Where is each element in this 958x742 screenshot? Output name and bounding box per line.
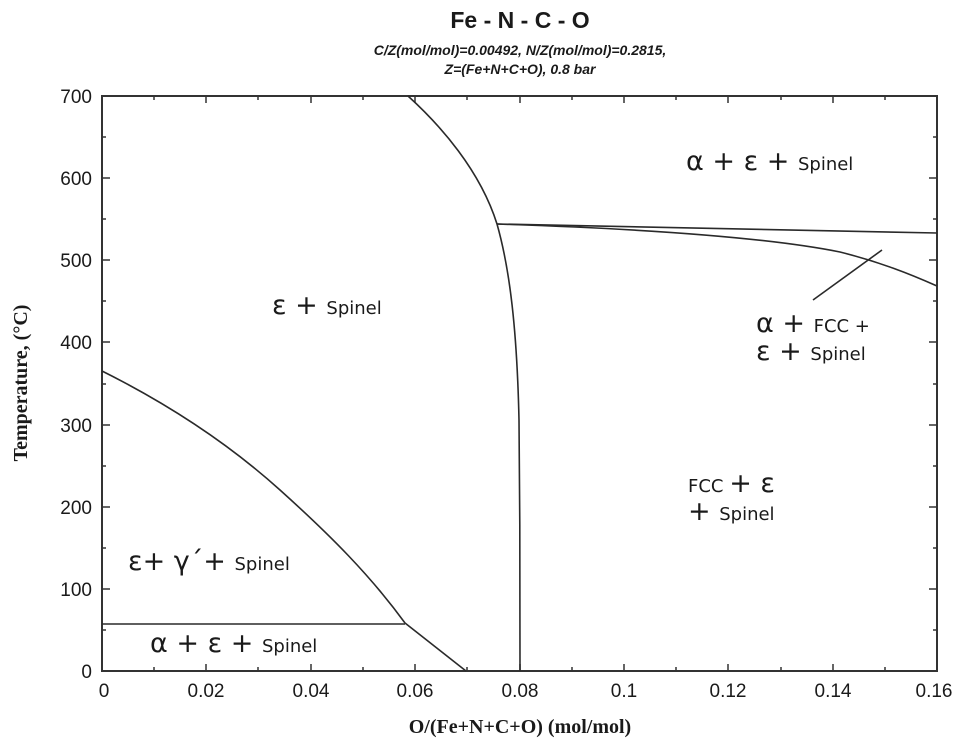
region-eps-spinel: ε + Spinel	[272, 290, 382, 321]
x-axis-ticks	[153, 96, 886, 671]
region-fcc-eps-spinel-line2: + Spinel	[688, 496, 775, 527]
chart-title: Fe - N - C - O	[450, 7, 589, 33]
svg-text:600: 600	[60, 169, 92, 190]
region-fcc-eps-spinel-line1: FCC + ε	[688, 468, 775, 499]
x-axis-label: O/(Fe+N+C+O) (mol/mol)	[409, 716, 631, 738]
y-axis-ticks	[102, 136, 937, 672]
svg-text:0.04: 0.04	[293, 681, 330, 702]
region-alpha-fcc-eps-spinel-line1: α + FCC +	[756, 308, 870, 339]
region-labels: α + ε + Spinel ε + Spinel α + FCC + ε + …	[128, 146, 870, 659]
x-tick-labels: 0 0.02 0.04 0.06 0.08 0.1 0.12 0.14 0.16	[99, 681, 953, 702]
phase-boundaries	[101, 95, 938, 672]
chart-subtitle-line2: Z=(Fe+N+C+O), 0.8 bar	[444, 61, 597, 77]
svg-text:200: 200	[60, 498, 92, 519]
boundary-upper-545	[496, 223, 938, 234]
svg-text:0.1: 0.1	[611, 681, 637, 702]
y-tick-labels: 0 100 200 300 400 500 600 700	[60, 87, 92, 683]
svg-text:300: 300	[60, 416, 92, 437]
svg-text:0: 0	[99, 681, 110, 702]
svg-text:0.02: 0.02	[188, 681, 225, 702]
svg-text:500: 500	[60, 251, 92, 272]
chart-subtitle-line1: C/Z(mol/mol)=0.00492, N/Z(mol/mol)=0.281…	[374, 42, 667, 58]
boundary-spinel-fcc	[407, 95, 521, 672]
region-alpha-fcc-eps-spinel-line2: ε + Spinel	[756, 336, 866, 367]
annotation-leader-line	[812, 249, 883, 301]
boundary-lower-fcc	[496, 223, 938, 287]
svg-text:0.12: 0.12	[710, 681, 747, 702]
svg-text:700: 700	[60, 87, 92, 108]
svg-text:100: 100	[60, 580, 92, 601]
svg-text:0.06: 0.06	[397, 681, 434, 702]
region-alpha-eps-spinel-bottom: α + ε + Spinel	[150, 628, 317, 659]
svg-text:0: 0	[81, 662, 92, 683]
svg-text:400: 400	[60, 333, 92, 354]
svg-text:0.14: 0.14	[815, 681, 852, 702]
boundary-alpha-eps-low	[404, 622, 467, 672]
y-axis-label: Temperature, (°C)	[10, 305, 32, 462]
svg-text:0.08: 0.08	[502, 681, 539, 702]
boundary-eps-gamma-prime	[101, 370, 406, 624]
region-eps-gamma-prime-spinel: ε+ γ´+ Spinel	[128, 546, 290, 577]
region-alpha-eps-spinel-top: α + ε + Spinel	[686, 146, 853, 177]
svg-text:0.16: 0.16	[916, 681, 953, 702]
